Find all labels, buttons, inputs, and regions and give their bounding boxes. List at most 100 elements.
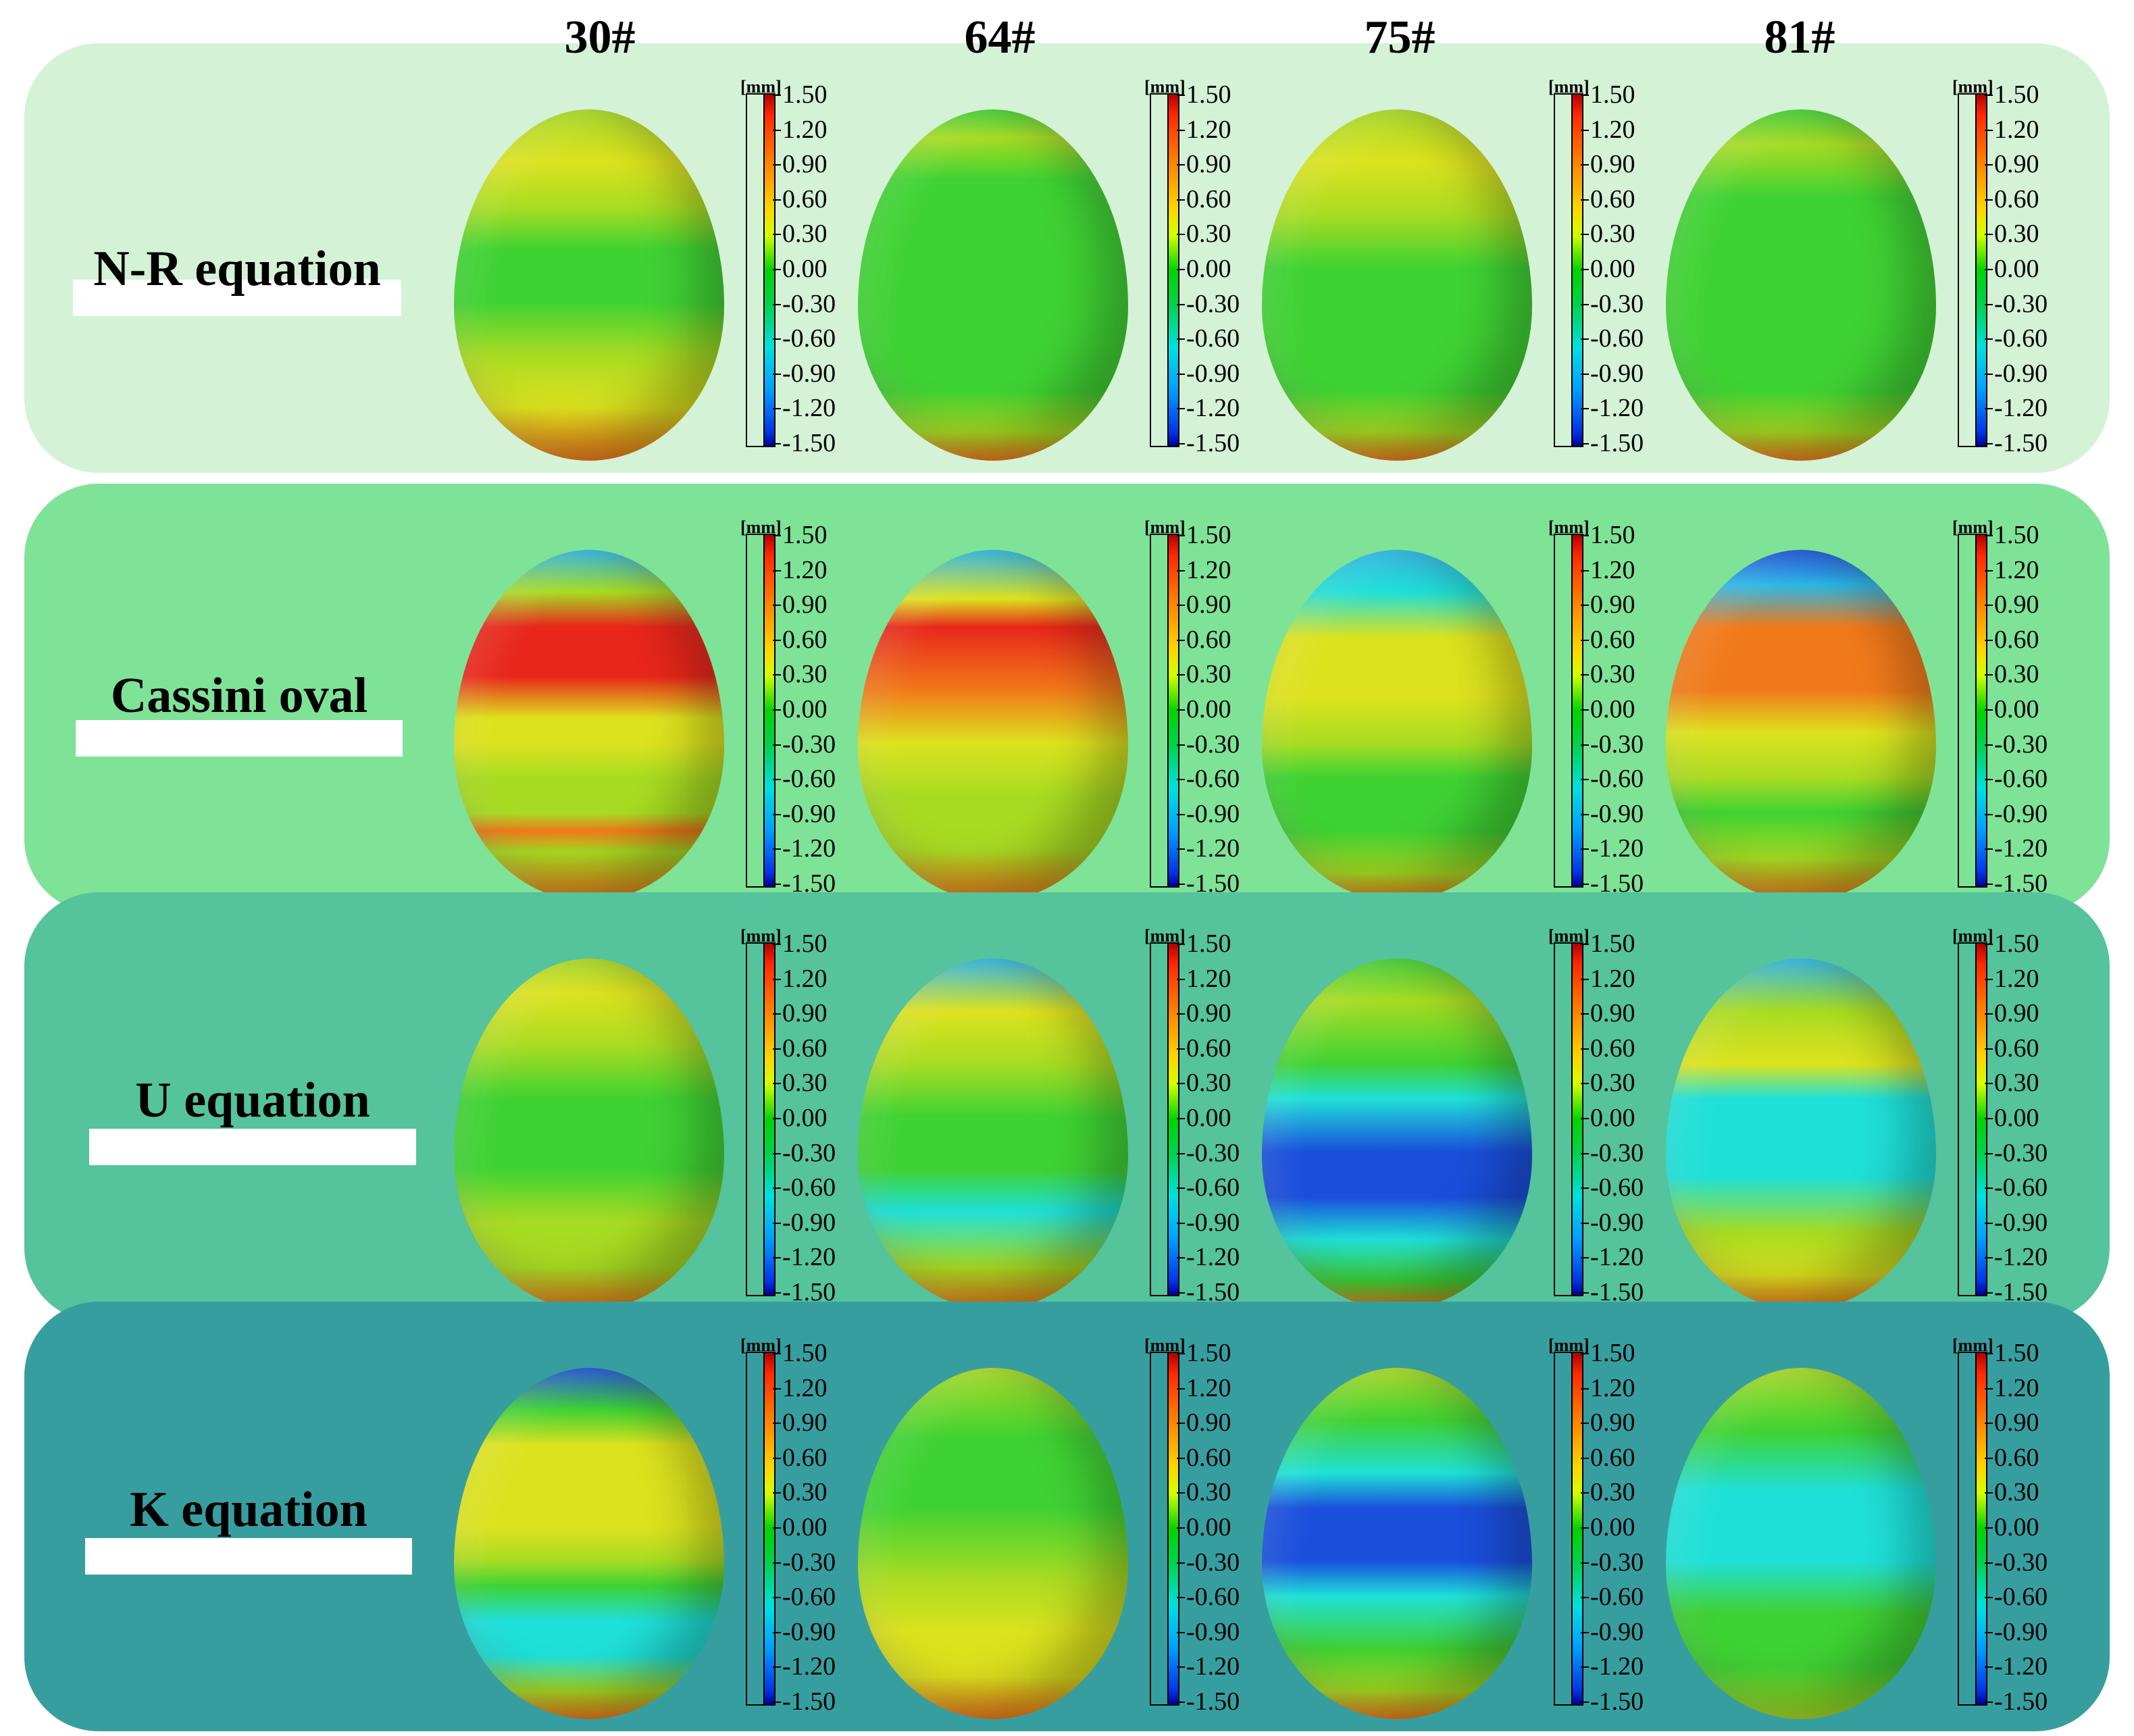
scale-tick bbox=[1177, 1083, 1185, 1085]
scale-tick-label: 1.50 bbox=[782, 1339, 828, 1367]
scale-tick bbox=[773, 1013, 781, 1015]
scale-tick bbox=[1581, 303, 1589, 305]
color-scale: [mm] 1.50 1.20 0.90 0.60 0.30 0.00 -0.30 -0.60 -0… bbox=[1144, 77, 1256, 459]
scale-tick-label: -0.60 bbox=[1994, 324, 2048, 353]
scale-tick-label: -0.90 bbox=[782, 359, 836, 388]
scale-tick-label: 0.00 bbox=[1994, 255, 2039, 283]
scale-tick bbox=[1985, 408, 1993, 410]
scale-tick-label: 0.90 bbox=[782, 999, 828, 1028]
scale-tick bbox=[1985, 1457, 1993, 1459]
scale-tick-label: 0.00 bbox=[1186, 695, 1231, 723]
scale-tick bbox=[1581, 605, 1589, 607]
scale-tick bbox=[1985, 1222, 1993, 1224]
scale-tick bbox=[1177, 813, 1185, 815]
scale-tick-label: -1.20 bbox=[1186, 394, 1240, 423]
scale-tick-label: -1.20 bbox=[1994, 394, 2048, 423]
scale-tick-label: 0.30 bbox=[1994, 660, 2039, 689]
scale-tick bbox=[1177, 373, 1185, 375]
scale-tick bbox=[773, 373, 781, 375]
scale-tick bbox=[1985, 234, 1993, 236]
scale-tick-label: 0.90 bbox=[782, 590, 828, 619]
scale-tick bbox=[1177, 269, 1185, 270]
scale-tick bbox=[1177, 1457, 1185, 1459]
scale-tick bbox=[1177, 1152, 1185, 1154]
scale-tick bbox=[1177, 199, 1185, 201]
deviation-egg bbox=[858, 550, 1128, 901]
scale-tick bbox=[1177, 569, 1185, 571]
scale-histogram bbox=[746, 942, 763, 1296]
scale-tick bbox=[1177, 1666, 1185, 1668]
scale-tick-label: 1.50 bbox=[782, 929, 828, 958]
scale-tick-label: -1.20 bbox=[782, 394, 836, 423]
scale-tick bbox=[1177, 164, 1185, 166]
scale-tick-label: 0.60 bbox=[1994, 184, 2039, 213]
scale-tick-label: 0.60 bbox=[1994, 1443, 2039, 1472]
scale-tick-label: 1.20 bbox=[782, 1373, 828, 1402]
scale-tick-label: 0.30 bbox=[1186, 1069, 1231, 1098]
scale-tick bbox=[1177, 1597, 1185, 1599]
scale-tick bbox=[1177, 1562, 1185, 1564]
scale-tick-label: -0.30 bbox=[1994, 289, 2048, 318]
scale-tick bbox=[773, 95, 781, 96]
scale-tick bbox=[773, 1527, 781, 1529]
color-scale: [mm] 1.50 1.20 0.90 0.60 0.30 0.00 -0.30 -0.60 -0… bbox=[1548, 926, 1660, 1308]
scale-tick-label: -0.60 bbox=[782, 765, 836, 794]
scale-tick bbox=[1985, 1527, 1993, 1529]
color-scale: [mm] 1.50 1.20 0.90 0.60 0.30 0.00 -0.30 -0.60 -0… bbox=[1548, 77, 1660, 459]
scale-tick-label: -1.50 bbox=[1994, 429, 2048, 457]
scale-tick bbox=[1177, 95, 1185, 96]
scale-tick-label: 0.60 bbox=[1186, 1033, 1231, 1063]
scale-tick-label: -1.20 bbox=[1590, 834, 1644, 863]
scale-tick-label: -0.60 bbox=[1994, 1173, 2048, 1202]
scale-tick-label: -1.50 bbox=[1590, 1687, 1644, 1716]
scale-tick-label: 0.90 bbox=[1994, 999, 2039, 1028]
row-label-box: K equation bbox=[85, 1482, 412, 1575]
scale-tick-label: -0.60 bbox=[1590, 765, 1644, 794]
scale-tick bbox=[1581, 744, 1589, 746]
scale-tick-label: 1.20 bbox=[1590, 115, 1635, 144]
deviation-egg bbox=[1666, 550, 1936, 901]
scale-tick bbox=[1581, 1118, 1589, 1119]
scale-tick bbox=[1985, 373, 1993, 375]
scale-tick-label: 0.90 bbox=[782, 1408, 828, 1437]
deviation-egg bbox=[1666, 959, 1936, 1310]
scale-tick-label: 1.50 bbox=[1590, 1339, 1635, 1367]
scale-colorbar bbox=[1167, 534, 1179, 888]
scale-tick bbox=[773, 1083, 781, 1085]
scale-tick bbox=[1177, 1222, 1185, 1224]
scale-tick-label: -0.30 bbox=[1186, 289, 1240, 318]
scale-tick bbox=[1985, 1013, 1993, 1015]
scale-tick-label: -0.30 bbox=[782, 730, 836, 759]
scale-tick-label: -1.50 bbox=[1590, 429, 1644, 457]
scale-tick bbox=[1985, 944, 1993, 945]
scale-tick-label: -0.30 bbox=[1590, 1138, 1644, 1167]
scale-tick bbox=[773, 338, 781, 340]
color-scale: [mm] 1.50 1.20 0.90 0.60 0.30 0.00 -0.30 -0.60 -0… bbox=[740, 77, 853, 459]
scale-tick bbox=[773, 234, 781, 236]
scale-colorbar bbox=[1571, 1352, 1583, 1706]
scale-tick-label: -0.90 bbox=[782, 1208, 836, 1237]
scale-tick-label: -0.90 bbox=[1994, 359, 2048, 388]
scale-tick-label: 1.20 bbox=[1994, 1373, 2039, 1402]
scale-tick bbox=[773, 944, 781, 945]
scale-tick-label: 0.00 bbox=[1186, 255, 1231, 283]
deviation-egg bbox=[858, 109, 1128, 461]
scale-tick bbox=[1177, 535, 1185, 536]
scale-tick bbox=[1581, 1152, 1589, 1154]
scale-tick bbox=[773, 1631, 781, 1633]
column-title-64: 64# bbox=[964, 11, 1036, 63]
scale-tick-label: 0.00 bbox=[1590, 1104, 1635, 1132]
scale-tick-label: 1.20 bbox=[1186, 1373, 1231, 1402]
scale-tick bbox=[1581, 1597, 1589, 1599]
scale-tick-label: 1.50 bbox=[1994, 929, 2039, 958]
scale-tick-label: 0.90 bbox=[1186, 590, 1231, 619]
scale-tick-label: -1.20 bbox=[1590, 1652, 1644, 1681]
scale-colorbar bbox=[1975, 93, 1987, 447]
scale-tick-label: 0.00 bbox=[1590, 255, 1635, 283]
scale-tick bbox=[1177, 1527, 1185, 1529]
scale-histogram bbox=[1150, 942, 1167, 1296]
scale-tick bbox=[1581, 234, 1589, 236]
scale-tick bbox=[1177, 1631, 1185, 1633]
scale-tick bbox=[1581, 408, 1589, 410]
